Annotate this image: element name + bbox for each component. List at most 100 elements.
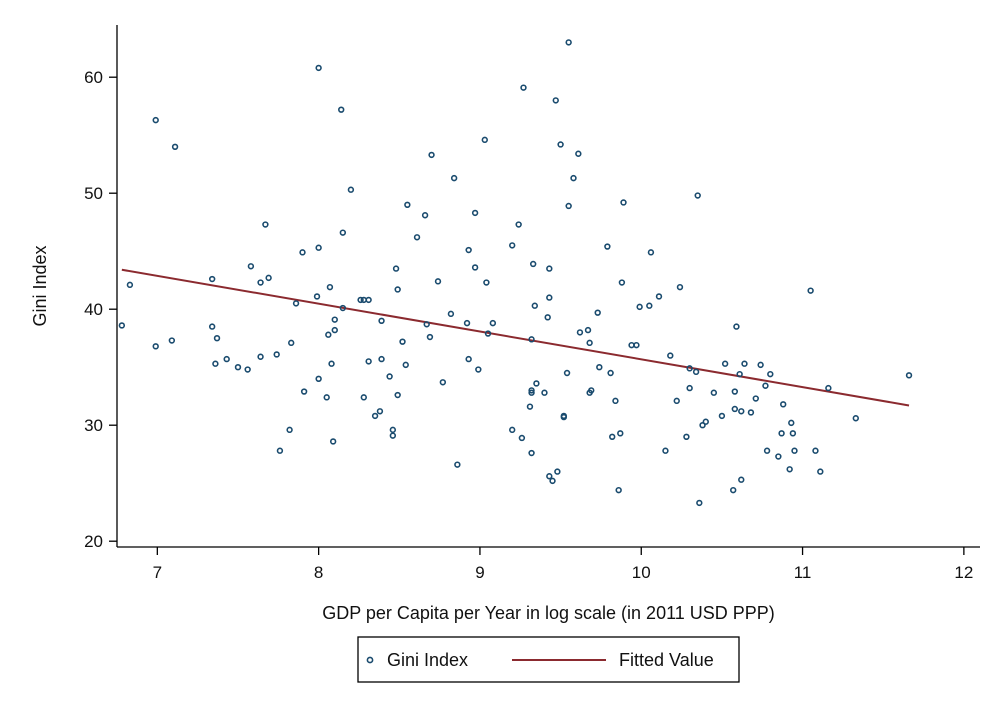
data-point [662,447,669,454]
data-point [326,283,334,291]
data-point [775,453,782,460]
data-point [752,395,759,402]
x-tick-label: 8 [314,563,323,582]
data-point [404,201,411,209]
data-point [565,202,572,210]
data-point [738,476,745,483]
data-point [292,300,300,307]
data-point [741,360,748,367]
data-point [788,419,795,427]
data-point [413,234,421,241]
data-point [528,449,535,457]
data-point [428,151,435,159]
data-point [434,278,442,285]
y-axis-title: Gini Index [30,245,50,326]
data-point [489,319,497,327]
data-point [736,370,743,378]
data-point [426,333,434,341]
data-point [733,323,740,330]
data-point [560,413,568,421]
data-point [339,229,347,236]
y-tick-label: 40 [84,300,103,319]
data-point [257,353,264,360]
data-point [586,339,593,347]
data-point [647,249,655,256]
data-point [360,394,368,401]
data-point [325,331,332,338]
data-point [557,141,564,148]
data-point [454,461,461,468]
data-point [386,373,393,380]
data-point [767,370,774,378]
data-point [520,84,527,91]
data-point [673,397,680,405]
data-point [357,296,364,304]
data-point [389,432,397,439]
data-point [620,199,627,206]
data-point [484,330,492,337]
data-point [609,433,616,440]
data-point [439,379,447,386]
data-point [402,361,409,369]
data-point [394,286,401,293]
data-point [265,274,272,282]
data-point [718,412,726,420]
data-point [554,468,561,475]
y-tick-label: 30 [84,416,103,435]
data-point [152,343,159,350]
data-point [615,486,622,494]
data-point [331,316,338,323]
data-point [702,418,709,425]
x-tick-label: 9 [475,563,484,582]
data-point [852,415,859,422]
data-point [152,116,159,124]
data-point [213,335,221,342]
data-point [463,319,471,327]
y-tick-label: 50 [84,184,103,203]
data-point [531,302,538,309]
data-point [546,473,553,480]
fitted-value-line [121,268,910,407]
data-point [376,408,384,415]
data-point [528,336,535,343]
data-point [328,360,335,367]
data-point [208,275,216,283]
data-point [618,279,626,286]
data-point [244,366,251,373]
data-point [812,447,819,454]
data-point [126,281,134,289]
data-point [584,326,592,334]
data-point [636,303,643,311]
plot-area [118,39,913,507]
data-point [399,338,406,345]
data-point [780,401,787,408]
data-point [515,221,522,228]
data-point [450,174,458,182]
data-point [588,387,595,394]
data-point [786,466,793,473]
data-point [315,375,322,382]
data-point [791,447,798,454]
data-point [778,430,785,437]
data-point [612,397,619,405]
data-point [667,352,674,359]
data-point [526,403,534,410]
data-point [676,283,684,291]
data-point [607,369,614,377]
data-point [541,389,548,396]
data-point [646,302,653,309]
data-point [323,394,330,401]
data-point [565,39,572,46]
data-point [423,321,430,328]
data-point [471,264,479,271]
data-point [747,409,755,416]
data-point [276,447,284,454]
data-point [729,486,737,494]
data-point [533,380,540,387]
data-point [465,355,472,363]
data-point [633,341,640,349]
data-point [529,260,537,268]
data-point [731,405,739,413]
data-point [329,438,337,445]
data-point [208,323,216,330]
